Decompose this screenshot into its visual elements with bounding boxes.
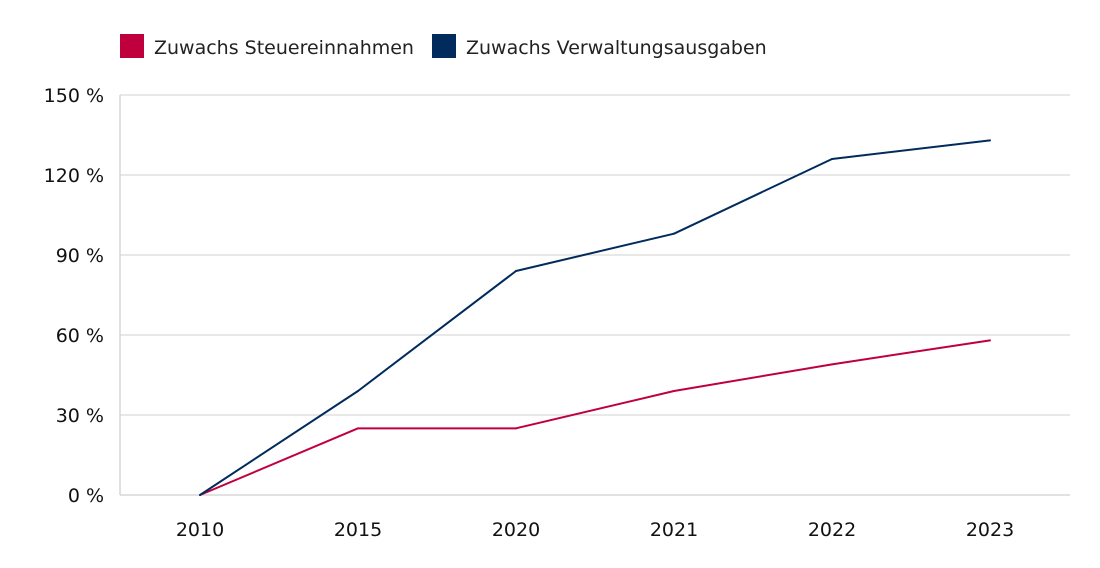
y-tick-label: 90 % — [56, 245, 104, 267]
y-tick-label: 30 % — [56, 405, 104, 427]
series-line-zuwachs-steuereinnahmen — [199, 339, 991, 496]
y-tick-label: 150 % — [44, 85, 104, 107]
x-tick-label: 2015 — [334, 519, 382, 541]
y-tick-label: 0 % — [68, 485, 104, 507]
x-tick-label: 2021 — [650, 519, 698, 541]
x-tick-label: 2022 — [808, 519, 856, 541]
gridlines — [120, 94, 1070, 496]
x-tick-label: 2020 — [492, 519, 540, 541]
data-point — [831, 363, 833, 366]
data-point — [831, 158, 833, 160]
data-point — [357, 390, 359, 392]
data-point — [673, 390, 675, 392]
y-tick-label: 120 % — [44, 165, 104, 187]
data-point — [357, 427, 359, 430]
legend-swatch-steuereinnahmen — [120, 34, 144, 58]
series-lines — [199, 139, 991, 496]
x-axis: 2010 2015 2020 2021 2022 2023 — [176, 519, 1014, 541]
y-tick-label: 60 % — [56, 325, 104, 347]
series-line-zuwachs-verwaltungsausgaben — [199, 139, 991, 496]
data-point — [515, 270, 517, 272]
legend-label-verwaltungsausgaben: Zuwachs Verwaltungsausgaben — [466, 37, 767, 59]
data-point — [989, 139, 991, 142]
data-point — [673, 232, 675, 235]
y-axis: 0 % 30 % 60 % 90 % 120 % 150 % — [44, 85, 121, 507]
legend-swatch-verwaltungsausgaben — [432, 34, 456, 58]
x-tick-label: 2023 — [966, 519, 1014, 541]
x-tick-label: 2010 — [176, 519, 224, 541]
data-point — [199, 494, 201, 496]
data-point — [989, 339, 991, 342]
legend-label-steuereinnahmen: Zuwachs Steuereinnahmen — [154, 37, 414, 59]
data-point — [515, 427, 517, 430]
legend: Zuwachs Steuereinnahmen Zuwachs Verwaltu… — [120, 34, 767, 59]
